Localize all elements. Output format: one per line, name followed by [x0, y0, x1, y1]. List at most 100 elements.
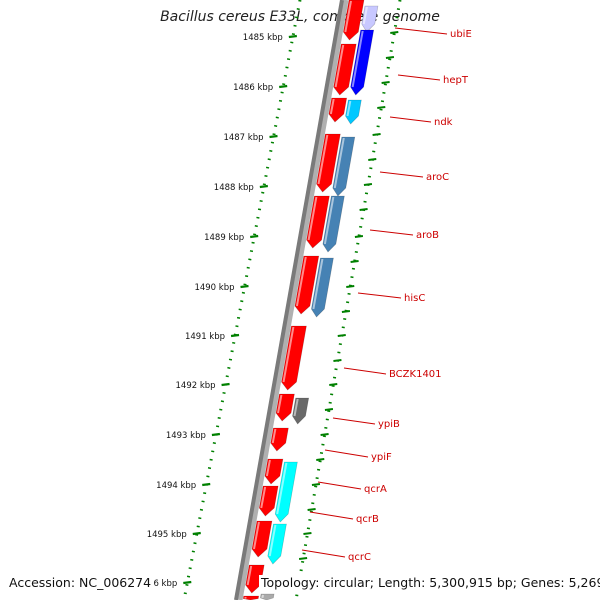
cds-arrow-shine [265, 459, 271, 477]
gene-label: BCZK1401 [389, 369, 442, 380]
inner-tick [307, 508, 316, 511]
scale-label: 1488 kbp [214, 183, 254, 193]
ndk-gene-shine [346, 100, 352, 117]
label-leader [397, 74, 441, 81]
inner-tick [329, 383, 338, 386]
inner-tick [346, 285, 355, 288]
inner-tick [381, 81, 390, 84]
inner-tick [311, 483, 321, 486]
scale-label: 1489 kbp [204, 233, 244, 243]
gene-label-group: ubiE hepT ndk aroC aroB hisC BCZK1401 ypiB ypiF q… [348, 29, 472, 563]
scale-tick [230, 333, 240, 338]
gene-label: hepT [443, 75, 469, 86]
length-value: 5,300,915 bp [429, 575, 513, 590]
qcrB-gene [267, 523, 287, 565]
label-leader [317, 481, 362, 490]
scale-label: 1490 kbp [194, 283, 234, 293]
cds-arrow-shine [334, 44, 345, 88]
hisC-gene-shine [312, 258, 324, 310]
cds-arrow-shine [271, 428, 277, 444]
inner-tick [385, 56, 395, 59]
scale-tick [269, 134, 278, 139]
cds-arrow-shine [260, 486, 267, 509]
inner-tick [324, 408, 334, 411]
label-leader [357, 292, 402, 299]
gene-arrows [242, 0, 379, 600]
aroC-gene [332, 136, 356, 197]
label-leader [309, 511, 354, 520]
label-leader [389, 116, 432, 123]
scale-tick [288, 34, 297, 39]
inner-tick [333, 359, 342, 362]
backbone-shadow [237, 0, 349, 600]
scale-label: 1493 kbp [166, 431, 206, 441]
aroC-gene-shine [333, 137, 345, 189]
scale-tick [183, 580, 192, 585]
label-leader [301, 549, 346, 558]
qcrA-gene-shine [276, 462, 288, 515]
cds-arrow-shine [329, 98, 335, 115]
topology-label: Topology: [261, 575, 320, 590]
qcrB-gene-shine [268, 524, 277, 557]
cds-arrow-shine [277, 394, 283, 414]
hepT-gene-shine [351, 30, 364, 88]
hisC-gene [311, 257, 334, 318]
cds-arrow [333, 43, 357, 96]
accession-label: Accession: [9, 575, 76, 590]
length-label: Length: [377, 575, 426, 590]
genes-label: Genes: [520, 575, 565, 590]
separator: ; [369, 575, 378, 590]
scale-label: 1495 kbp [147, 530, 187, 540]
inner-tick [350, 260, 359, 263]
cds-arrow-shine [307, 196, 318, 241]
scale-ticks [183, 34, 297, 585]
genome-stats: Topology: circular; Length: 5,300,915 bp; … [259, 575, 600, 590]
gene-label: qcrB [356, 514, 379, 525]
gene-label: ypiB [378, 419, 400, 430]
scale-tick [240, 284, 249, 289]
inner-tick [341, 310, 351, 313]
label-leader [394, 27, 448, 35]
cds-arrow [242, 595, 260, 600]
gene-label: hisC [404, 293, 425, 304]
scale-label: 1492 kbp [176, 381, 216, 391]
scale-label: 1487 kbp [223, 133, 263, 143]
inner-tick [316, 458, 325, 461]
cds-arrow-shine [317, 134, 329, 185]
label-leader [369, 229, 414, 236]
accession-value: NC_006274 [79, 575, 152, 590]
backbone [234, 0, 344, 600]
inner-tick [320, 433, 329, 436]
label-leader [324, 449, 369, 458]
scale-label: 1491 kbp [185, 332, 225, 342]
cds-arrow-shine [282, 326, 295, 383]
scale-tick [279, 84, 288, 89]
scale-tick [192, 531, 201, 536]
accession-info: Accession: NC_006274 [7, 575, 154, 590]
gene-label: aroC [426, 172, 449, 183]
scale-tick [221, 382, 230, 387]
cds-arrow [294, 255, 320, 315]
label-leader [343, 367, 387, 375]
inner-tick [390, 31, 399, 34]
inner-tick [359, 208, 368, 211]
inner-tick [372, 133, 381, 136]
ubiE-gene-shine [362, 6, 368, 25]
cog-arrow-shine [261, 594, 265, 599]
cds-arrow-shine [246, 565, 253, 586]
gene-label: ubiE [450, 29, 472, 40]
genes-value: 5,269 [568, 575, 600, 590]
inner-tick [298, 557, 308, 560]
topology-value: circular [323, 575, 370, 590]
gene-label: qcrA [364, 484, 387, 495]
scale-label: 1486 kbp [233, 83, 273, 93]
scale-tick [211, 432, 221, 437]
separator: ; [512, 575, 521, 590]
label-leaders [301, 27, 448, 558]
inner-tick [303, 532, 312, 535]
scale-label: 1485 kbp [243, 33, 283, 43]
ypiB-gene-shine [293, 398, 299, 417]
inner-tick [377, 106, 386, 109]
scale-label: 1494 kbp [156, 481, 196, 491]
